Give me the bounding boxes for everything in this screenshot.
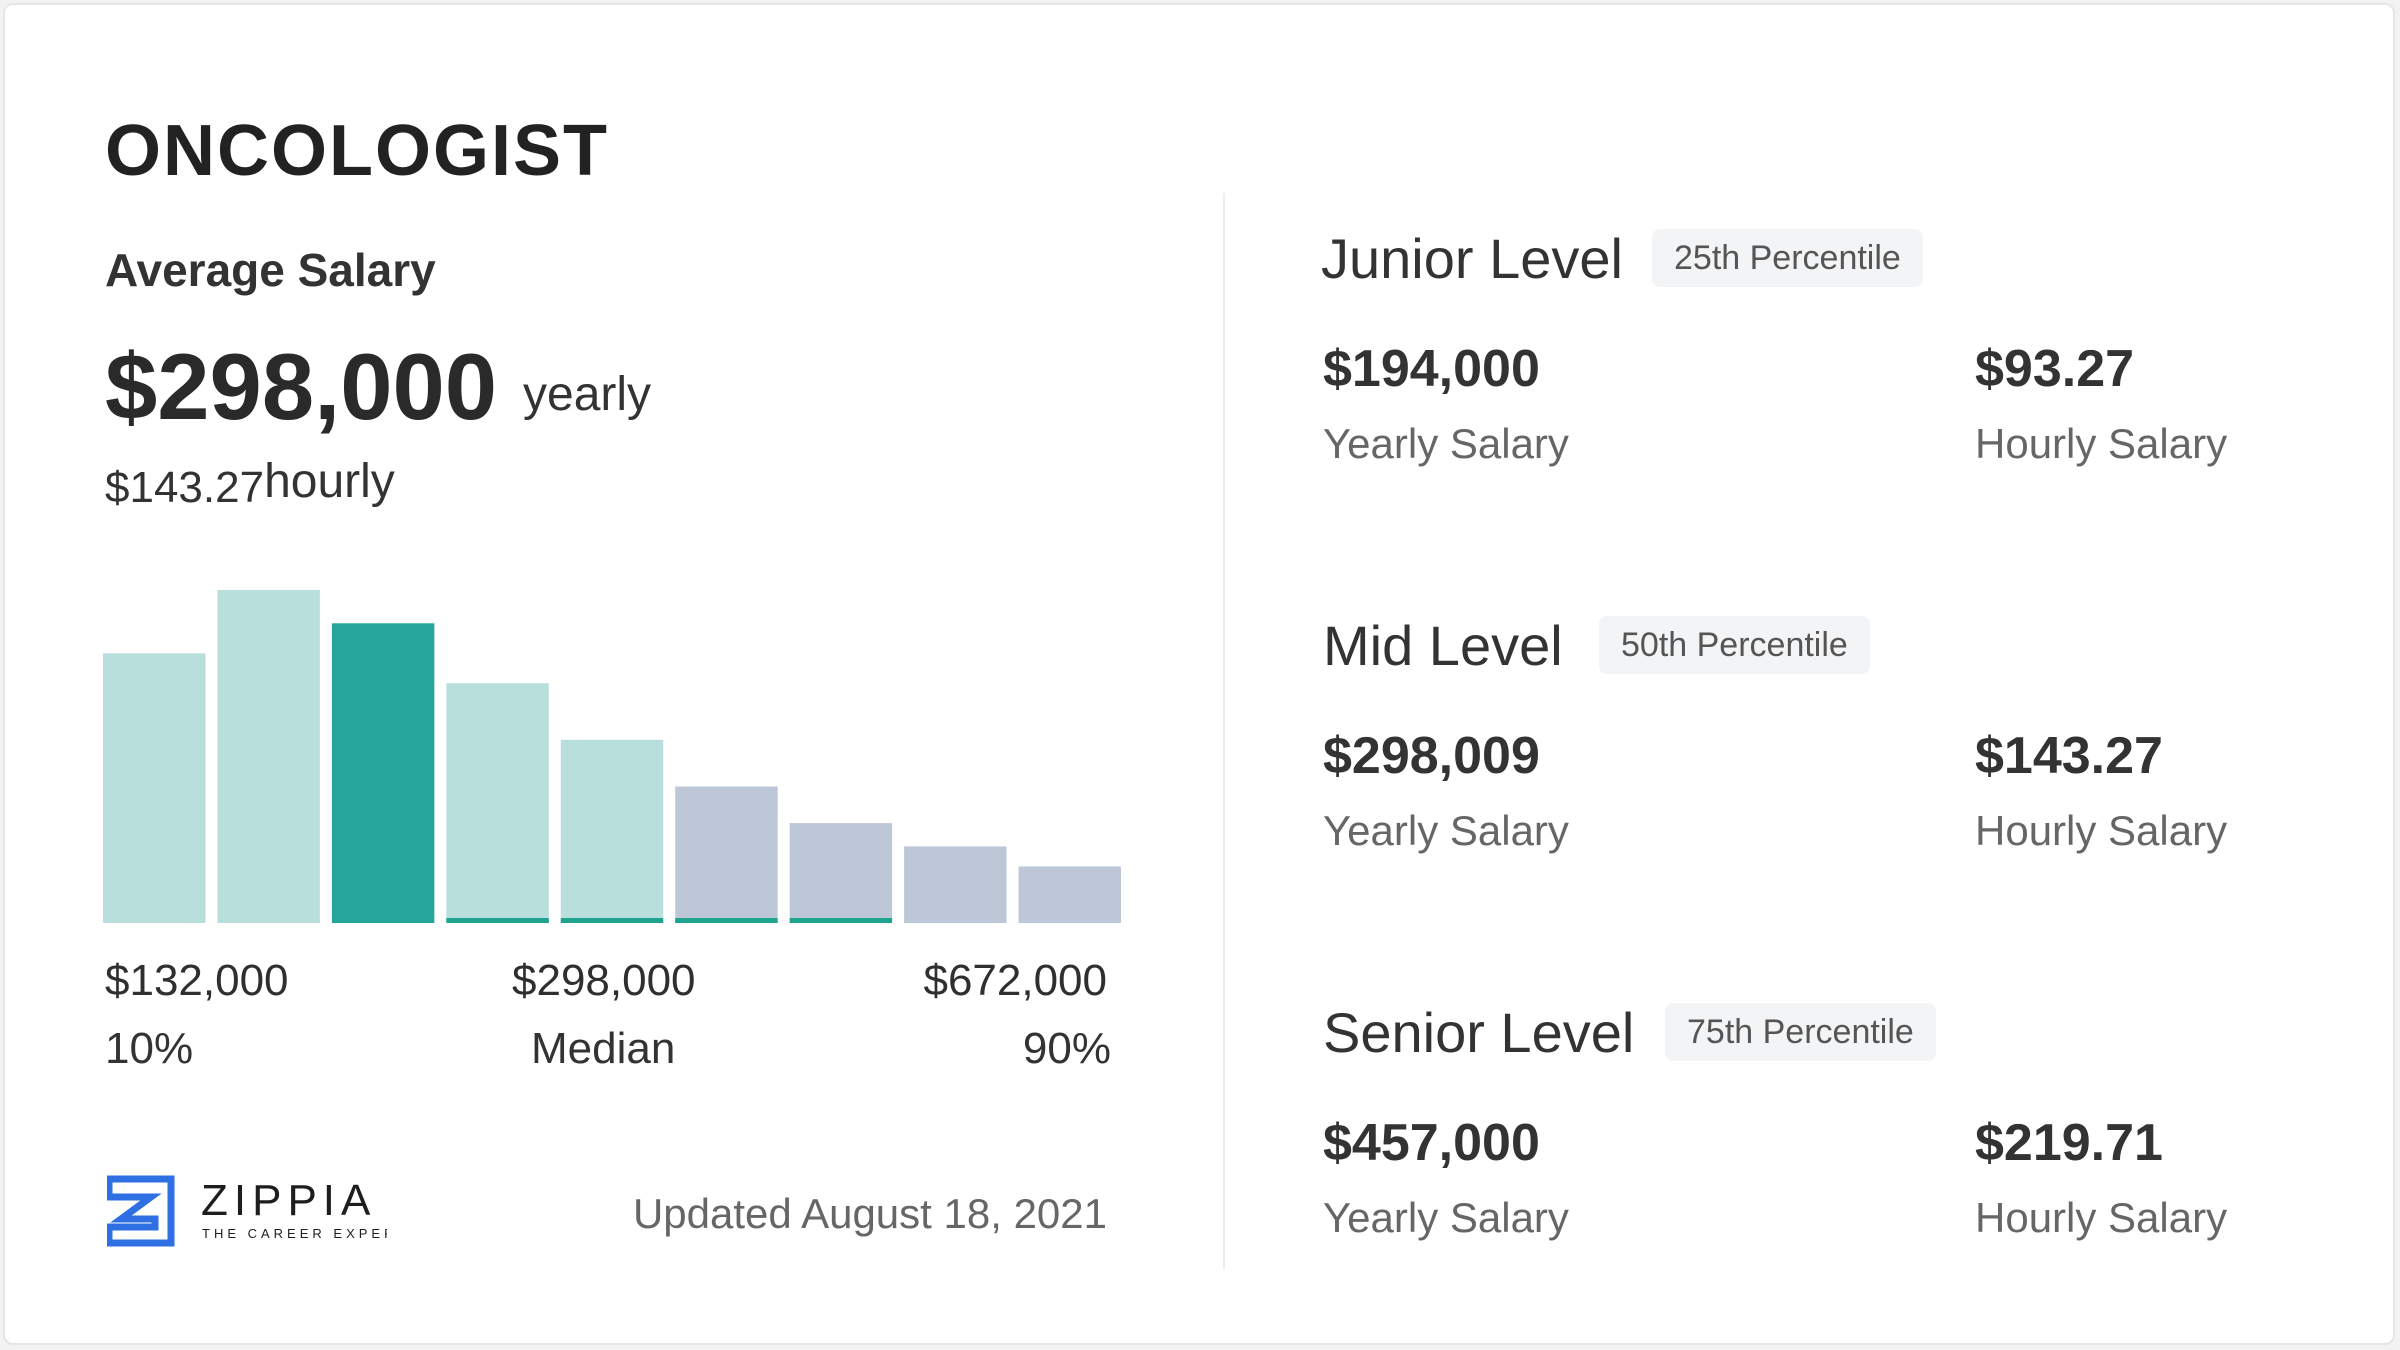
bar-underline-5 <box>675 918 778 923</box>
level-name: Mid Level <box>1323 614 1563 677</box>
hourly-salary-label: Hourly Salary <box>1975 1194 2228 1241</box>
average-hourly-value: $143.27 <box>105 463 265 512</box>
salary-distribution-chart <box>103 590 1121 923</box>
updated-date: Updated August 18, 2021 <box>632 1190 1107 1237</box>
yearly-salary-label: Yearly Salary <box>1323 420 1569 467</box>
label-median-percentile: Median <box>531 1024 676 1073</box>
bar-0 <box>103 653 206 923</box>
bar-1 <box>217 590 320 923</box>
hourly-salary-value: $93.27 <box>1975 340 2135 398</box>
yearly-salary-value: $194,000 <box>1323 340 1540 398</box>
bar-underline-4 <box>560 918 664 923</box>
bar-6 <box>789 823 893 923</box>
hourly-salary-value: $143.27 <box>1975 727 2163 785</box>
percentile-badge: 75th Percentile <box>1665 1003 1936 1061</box>
label-median-value: $298,000 <box>512 956 696 1005</box>
average-hourly-unit: hourly <box>264 455 395 508</box>
percentile-badge: 50th Percentile <box>1599 616 1870 674</box>
bar-4 <box>560 739 664 923</box>
hourly-salary-label: Hourly Salary <box>1975 420 2228 467</box>
svg-text:ZIPPIA: ZIPPIA <box>201 1176 376 1225</box>
hourly-salary-label: Hourly Salary <box>1975 807 2228 854</box>
label-90-value: $672,000 <box>923 956 1107 1005</box>
level-name: Senior Level <box>1323 1001 1635 1064</box>
average-yearly-unit: yearly <box>523 368 652 421</box>
bar-3 <box>446 683 549 923</box>
bar-underline-3 <box>446 918 549 923</box>
average-hourly: $143.27hourly <box>105 458 395 512</box>
divider <box>1223 193 1225 1269</box>
zippia-logo: ZIPPIA THE CAREER EXPERT <box>105 1175 405 1251</box>
yearly-salary-label: Yearly Salary <box>1323 1194 1569 1241</box>
level-name: Junior Level <box>1321 227 1623 290</box>
label-10-value: $132,000 <box>105 956 289 1005</box>
svg-text:THE CAREER EXPERT: THE CAREER EXPERT <box>202 1226 387 1241</box>
yearly-salary-label: Yearly Salary <box>1323 807 1569 854</box>
page-title: ONCOLOGIST <box>105 111 609 191</box>
average-salary-label: Average Salary <box>105 244 436 296</box>
percentile-badge: 25th Percentile <box>1652 229 1923 287</box>
bar-8 <box>1018 866 1121 923</box>
bar-5 <box>675 786 778 923</box>
label-10-percentile: 10% <box>105 1024 194 1073</box>
zippia-logo-mark: ZIPPIA THE CAREER EXPERT <box>105 1175 405 1247</box>
yearly-salary-value: $457,000 <box>1323 1114 1540 1172</box>
bar-7 <box>904 846 1007 923</box>
hourly-salary-value: $219.71 <box>1975 1114 2163 1172</box>
bar-underline-6 <box>789 918 893 923</box>
label-90-percentile: 90% <box>1022 1024 1111 1073</box>
bar-2 <box>331 623 435 923</box>
average-yearly-value: $298,000 <box>105 334 498 439</box>
salary-card: ONCOLOGIST Average Salary $298,000 yearl… <box>3 3 2395 1345</box>
yearly-salary-value: $298,009 <box>1323 727 1540 785</box>
